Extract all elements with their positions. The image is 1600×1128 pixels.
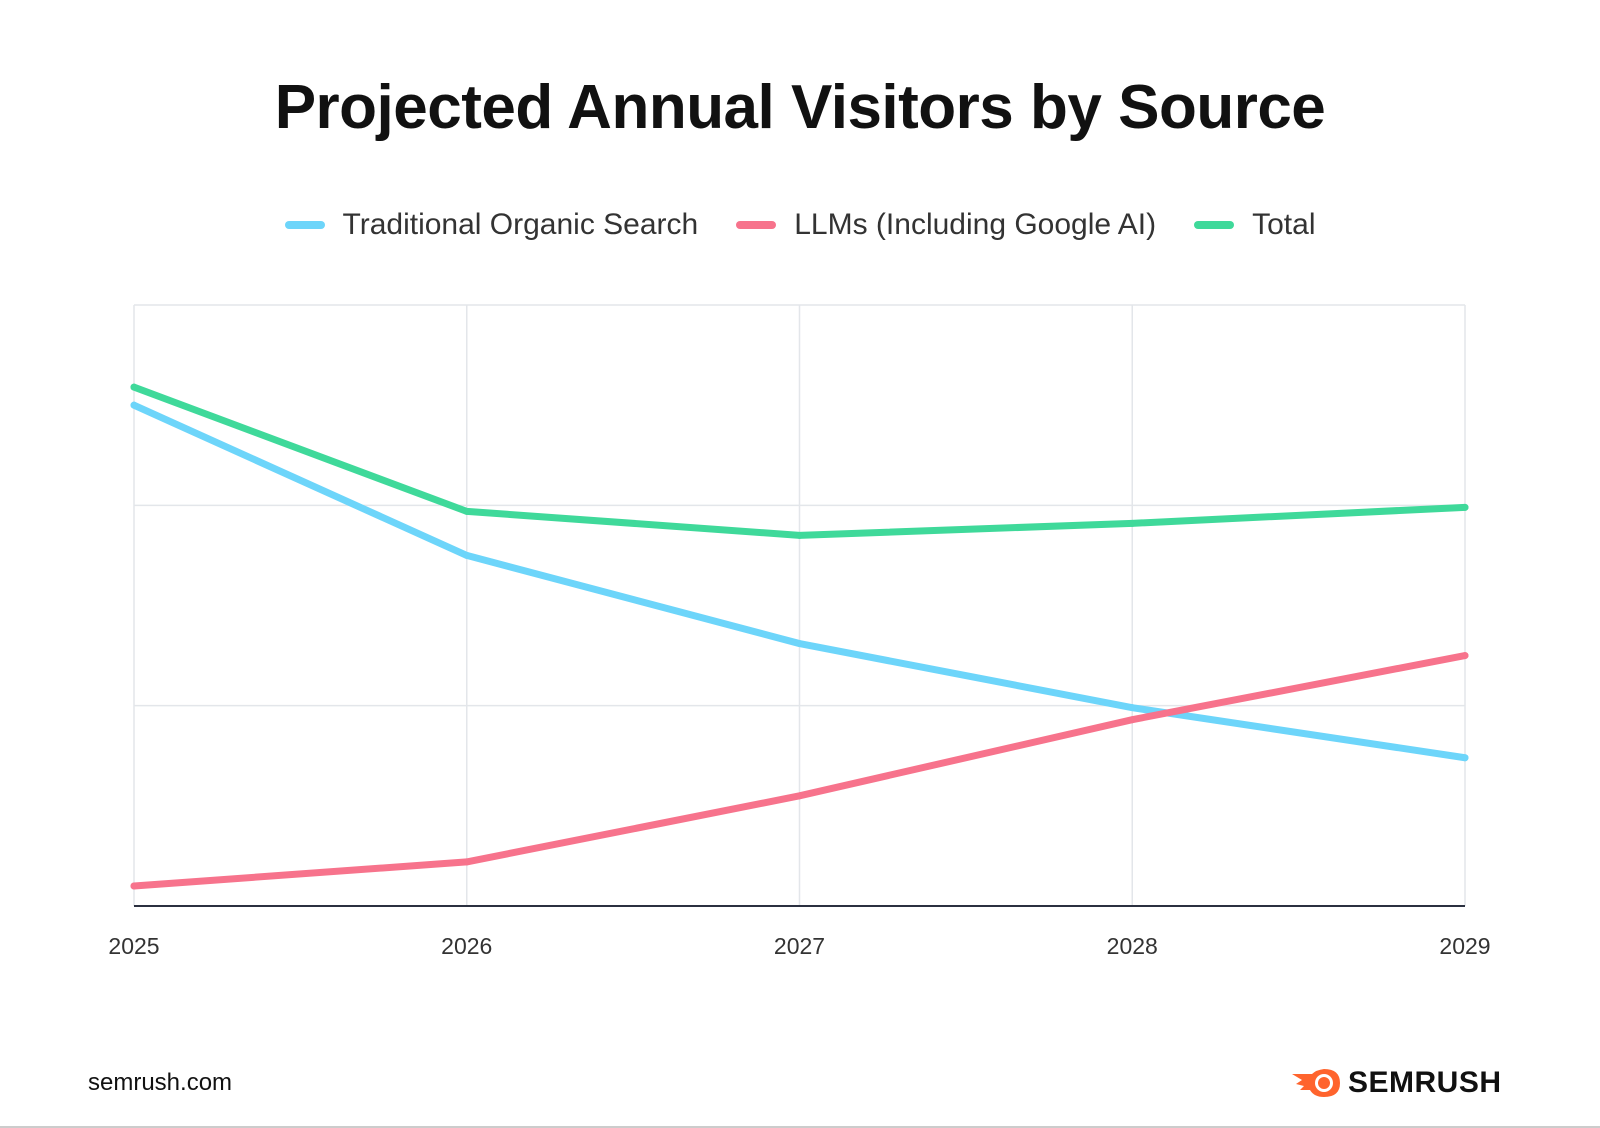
brand-name: SEMRUSH [1348,1066,1502,1099]
data-point [130,383,138,391]
legend-label: Traditional Organic Search [342,208,699,241]
legend: Traditional Organic Search LLMs (Includi… [0,208,1600,242]
data-point [130,401,138,409]
x-tick-label: 2025 [108,933,159,959]
data-point [463,858,471,866]
x-tick-label: 2029 [1439,933,1490,959]
data-point [1461,503,1469,511]
legend-swatch [1194,221,1235,229]
data-point [1461,754,1469,762]
data-point [463,551,471,559]
legend-swatch [284,221,325,229]
x-tick-label: 2027 [774,933,825,959]
semrush-logo: SEMRUSH [1290,1066,1502,1100]
data-point [1128,519,1136,527]
x-tick-label: 2028 [1107,933,1158,959]
chart-title: Projected Annual Visitors by Source [274,73,1326,142]
footer-site: semrush.com [88,1069,233,1096]
legend-label: LLMs (Including Google AI) [794,208,1157,241]
data-point [1128,716,1136,724]
data-point [796,531,803,539]
data-point [463,507,471,515]
bottom-border [0,1126,1600,1128]
x-tick-label: 2026 [441,933,492,959]
legend-swatch [736,221,777,229]
legend-label: Total [1252,208,1316,241]
semrush-flame-icon [1292,1069,1340,1097]
data-point [1128,704,1136,712]
data-point [130,882,138,890]
data-point [796,640,803,648]
data-point [1461,652,1469,660]
legend-item-total: Total [1194,208,1315,242]
legend-item-llms: LLMs (Including Google AI) [736,208,1156,242]
legend-item-organic: Traditional Organic Search [284,208,699,242]
data-point [796,792,803,800]
